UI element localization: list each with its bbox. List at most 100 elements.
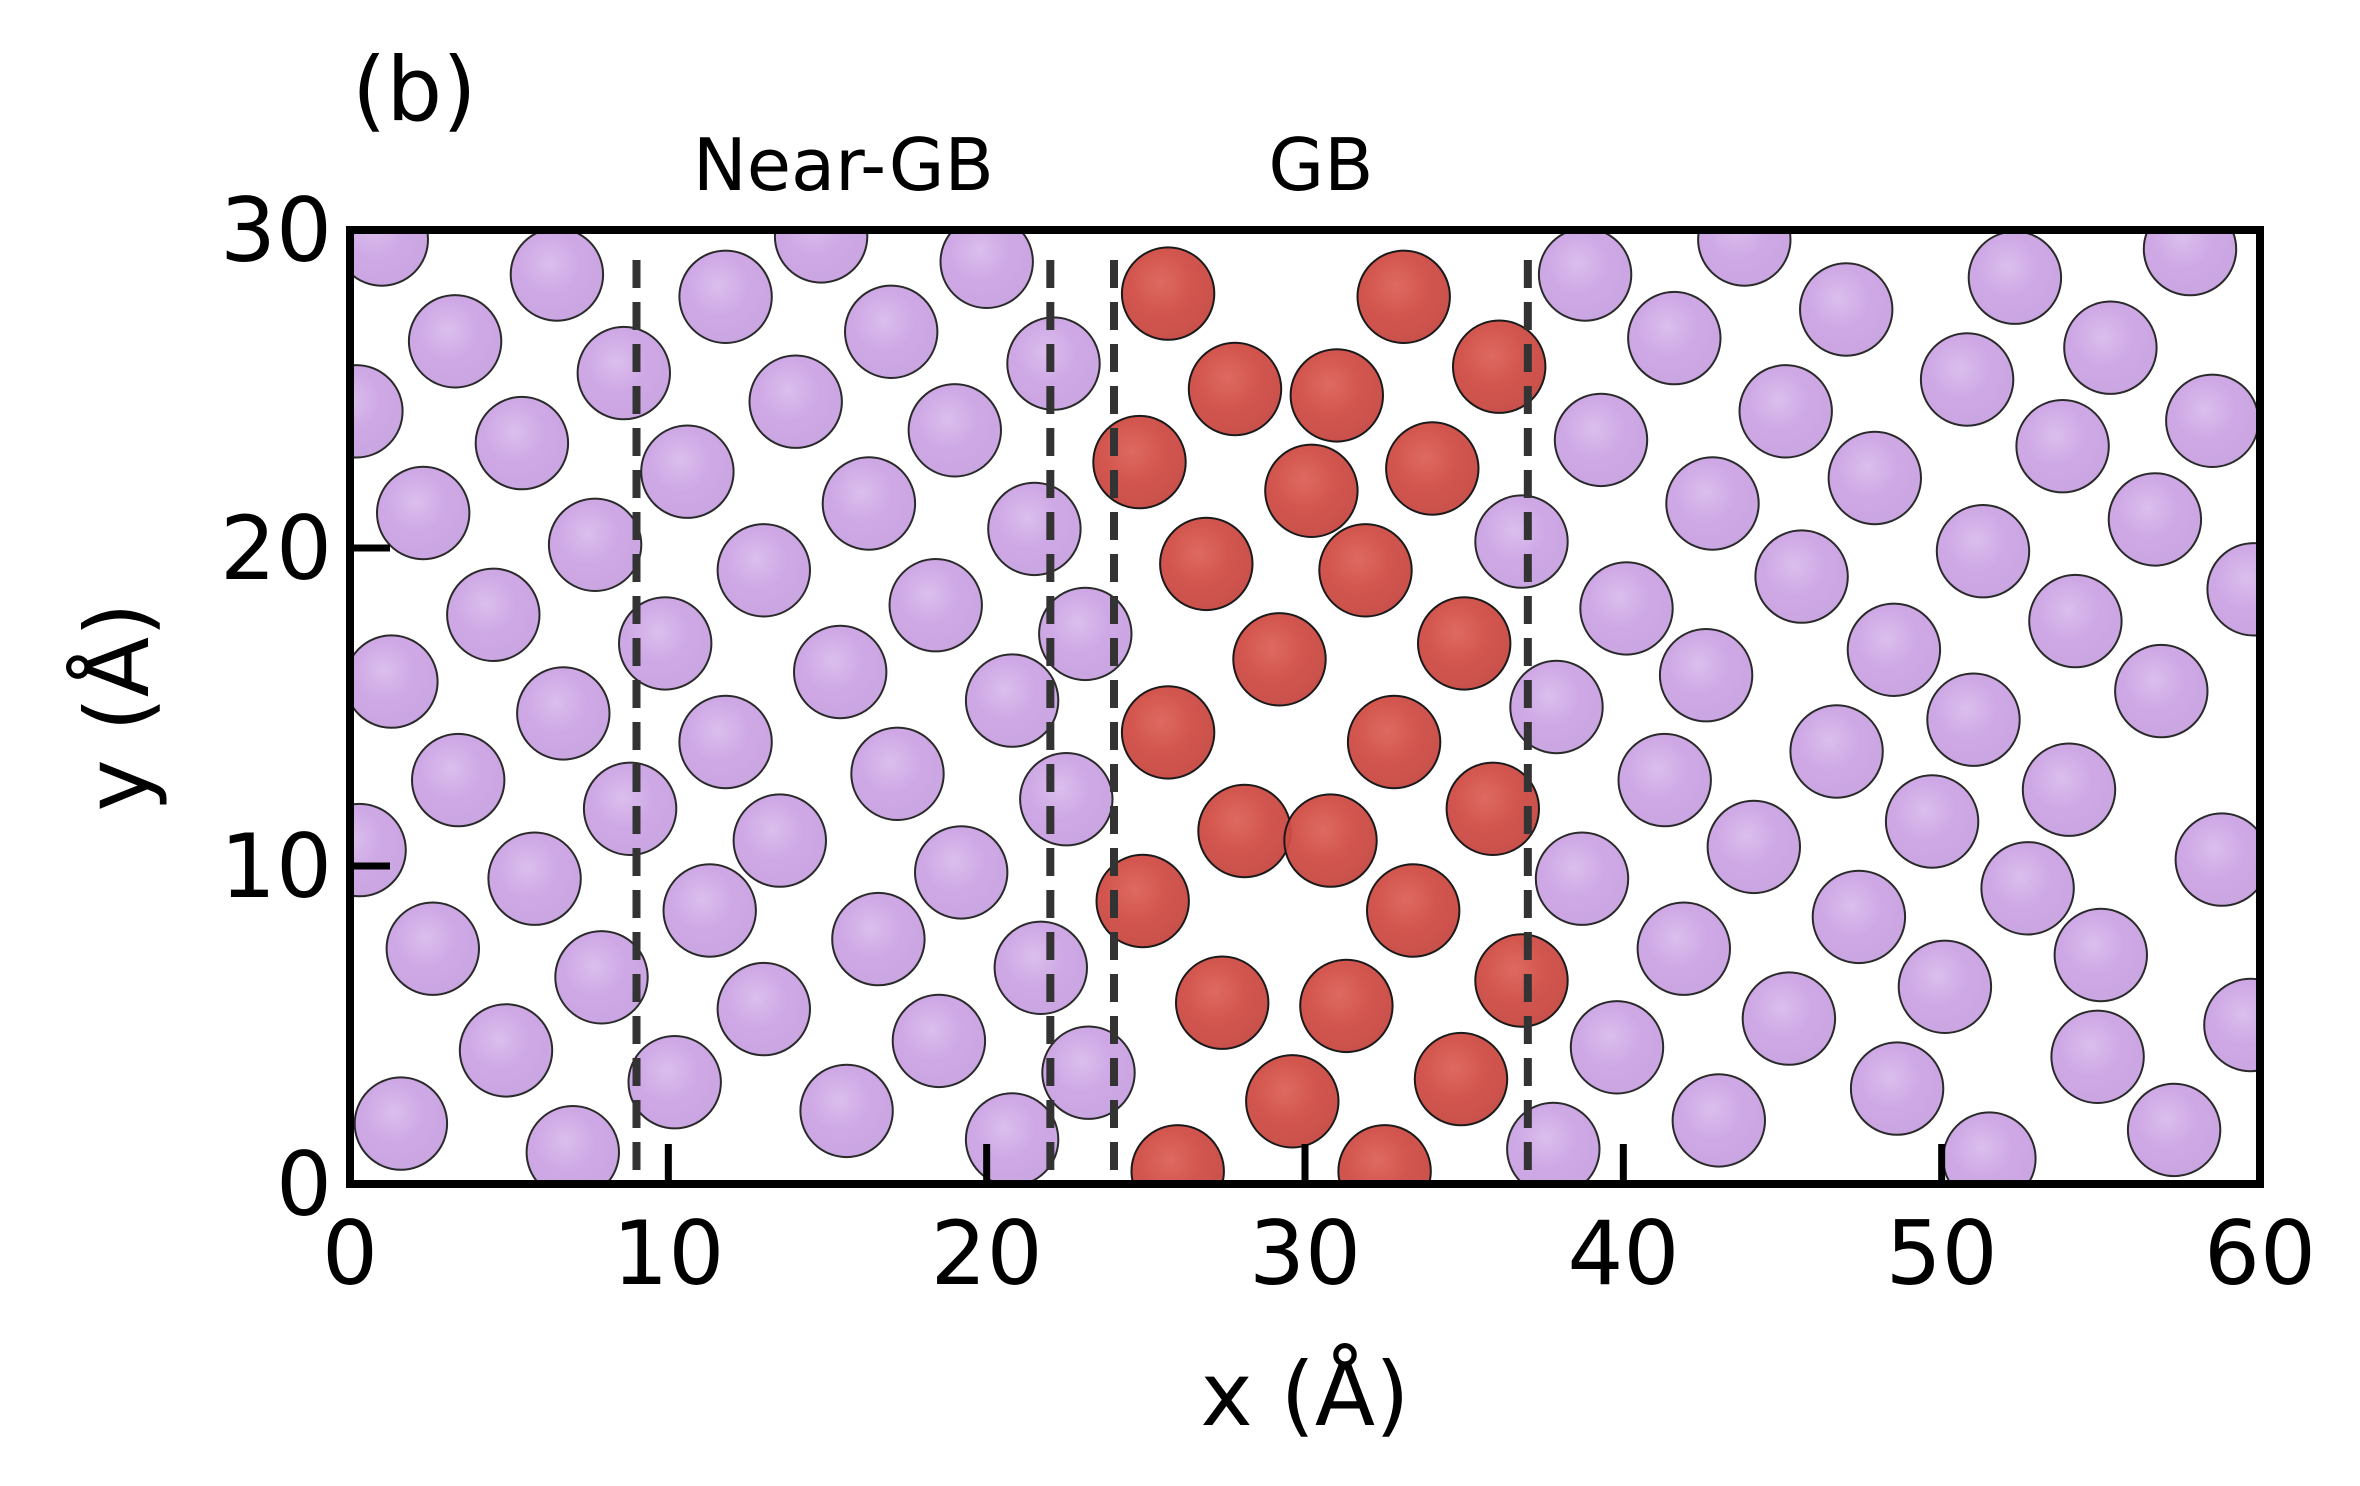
gb-atom-9 (1318, 523, 1413, 618)
y-tick-label-2: 20 (220, 497, 332, 600)
bulk-atom-22 (474, 395, 570, 491)
gb-atom-1 (1356, 249, 1451, 344)
x-tick-label-2: 20 (931, 1202, 1043, 1305)
bulk-atom-55 (678, 694, 773, 790)
bulk-atom-44 (2206, 542, 2260, 637)
bulk-atom-94 (1849, 1041, 1945, 1136)
bulk-atom-50 (1658, 628, 1754, 723)
bulk-atom-30 (376, 465, 471, 561)
bulk-atom-60 (2021, 742, 2117, 837)
gb-atom-10 (1232, 612, 1327, 707)
y-tick-label-0: 0 (276, 1133, 332, 1236)
bulk-atom-48 (964, 653, 1060, 748)
gb-atom-24 (1130, 1124, 1225, 1184)
bulk-atom-38 (446, 567, 541, 662)
bulk-atom-28 (1827, 430, 1923, 526)
y-tick-label-3: 30 (220, 179, 332, 282)
bulk-atom-34 (1474, 494, 1569, 589)
bulk-atom-12 (1799, 262, 1894, 357)
bulk-atom-90 (799, 1063, 894, 1159)
y-tick-label-1: 10 (220, 815, 332, 918)
bulk-atom-11 (1627, 290, 1722, 386)
bulk-atom-91 (964, 1092, 1060, 1184)
bulk-atom-18 (1738, 364, 1833, 459)
bulk-atom-86 (2203, 977, 2260, 1073)
x-tick-label-1: 10 (612, 1202, 724, 1305)
x-tick-label-3: 30 (1249, 1202, 1361, 1305)
region-labels: Near-GB GB (693, 123, 1374, 207)
panel-label: (b) (352, 38, 477, 141)
bulk-atom-65 (1534, 831, 1630, 926)
bulk-atom-75 (1636, 901, 1732, 996)
gb-atom-21 (1474, 933, 1569, 1028)
gb-atom-2 (1187, 341, 1283, 437)
bulk-atom-31 (547, 497, 643, 592)
bulk-atom-85 (2050, 1009, 2145, 1105)
bulk-atom-70 (385, 901, 480, 996)
gb-atom-16 (1445, 761, 1541, 856)
x-axis-label: x (Å) (1201, 1343, 1410, 1446)
gb-atom-4 (1452, 319, 1547, 414)
bulk-atom-61 (350, 802, 407, 898)
bulk-atom-96 (2126, 1082, 2222, 1178)
bulk-atom-62 (487, 831, 582, 926)
bulk-atom-64 (914, 825, 1009, 920)
bulk-atom-89 (627, 1035, 722, 1130)
bulk-atom-78 (458, 1003, 554, 1098)
bulk-atom-46 (516, 666, 611, 761)
bulk-atom-76 (1811, 869, 1907, 965)
bulk-atom-9 (844, 284, 939, 379)
x-tick-label-4: 40 (1567, 1202, 1679, 1305)
bulk-atom-87 (353, 1076, 449, 1171)
y-axis-label: y (Å) (66, 603, 169, 812)
x-tick-label-5: 50 (1886, 1202, 1998, 1305)
bulk-atom-19 (1919, 332, 2015, 427)
bulk-atom-17 (907, 383, 1002, 478)
bulk-atom-79 (716, 961, 811, 1057)
region-label-0: Near-GB (693, 123, 994, 207)
bulk-atom-59 (1789, 704, 1884, 799)
bulk-atom-15 (748, 354, 843, 449)
bulk-atom-93 (1671, 1073, 1767, 1168)
bulk-atom-74 (993, 920, 1089, 1015)
bulk-atom-0 (350, 230, 429, 287)
gb-atom-3 (1289, 348, 1385, 443)
bulk-atom-8 (678, 249, 773, 344)
bulk-atom-42 (1846, 602, 1942, 697)
gb-atom-15 (1283, 793, 1378, 888)
gb-atom-13 (1346, 694, 1442, 790)
bulk-atom-88 (525, 1105, 620, 1184)
bulk-atom-69 (2174, 812, 2260, 907)
region-label-1: GB (1268, 123, 1373, 207)
bulk-atom-2 (773, 230, 869, 284)
bulk-atom-3 (939, 230, 1034, 309)
bulk-atom-68 (1980, 841, 2075, 936)
bulk-atom-95 (1942, 1111, 2037, 1184)
bulk-atom-71 (554, 930, 649, 1025)
bulk-atom-49 (1509, 659, 1604, 755)
bulk-atom-37 (2107, 472, 2203, 567)
bulk-atom-6 (2142, 230, 2238, 297)
bulk-atom-83 (1741, 971, 1837, 1066)
x-tick-label-0: 0 (322, 1202, 378, 1305)
bulk-atom-47 (793, 624, 888, 720)
bulk-atom-45 (350, 634, 439, 729)
gb-atom-14 (1197, 783, 1292, 879)
gb-atom-5 (1092, 414, 1187, 510)
bulk-atom-24 (821, 456, 917, 551)
gb-atom-22 (1245, 1054, 1340, 1149)
gb-atom-23 (1413, 1031, 1509, 1127)
bulk-atom-26 (1553, 392, 1649, 488)
gb-atom-12 (1120, 685, 1216, 780)
bulk-atom-54 (582, 761, 678, 856)
bulk-atom-63 (732, 793, 827, 888)
bulk-atom-73 (831, 891, 926, 987)
bulk-atom-43 (2028, 573, 2123, 669)
gb-atom-19 (1175, 955, 1270, 1050)
atoms (350, 230, 2260, 1184)
bulk-atom-1 (509, 230, 605, 322)
bulk-atom-13 (2063, 300, 2158, 395)
gb-atom-7 (1385, 421, 1480, 516)
bulk-atom-39 (618, 596, 713, 691)
bulk-atom-84 (1897, 939, 1993, 1034)
